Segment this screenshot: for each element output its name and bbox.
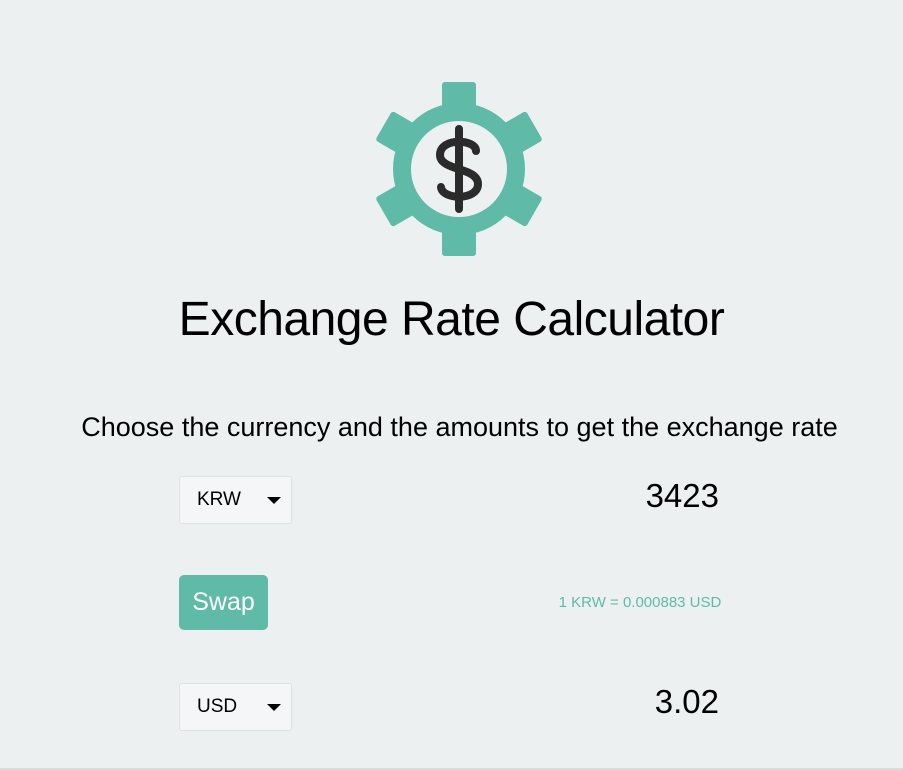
caret-down-icon	[267, 704, 281, 711]
page-title: Exchange Rate Calculator	[178, 293, 725, 346]
gear-dollar-icon	[376, 82, 542, 256]
amount-one-input[interactable]: 3423	[645, 477, 719, 514]
currency-one-select[interactable]: KRW	[179, 476, 292, 524]
caret-down-icon	[267, 497, 281, 504]
swap-button[interactable]: Swap	[179, 575, 268, 630]
bottom-divider	[0, 768, 903, 770]
exchange-rate-text: 1 KRW = 0.000883 USD	[558, 594, 722, 611]
amount-two-input[interactable]: 3.02	[654, 683, 719, 720]
page-subtitle: Choose the currency and the amounts to g…	[81, 412, 838, 442]
currency-two-selected: USD	[197, 696, 238, 717]
currency-two-select[interactable]: USD	[179, 683, 292, 731]
currency-one-selected: KRW	[197, 489, 241, 510]
